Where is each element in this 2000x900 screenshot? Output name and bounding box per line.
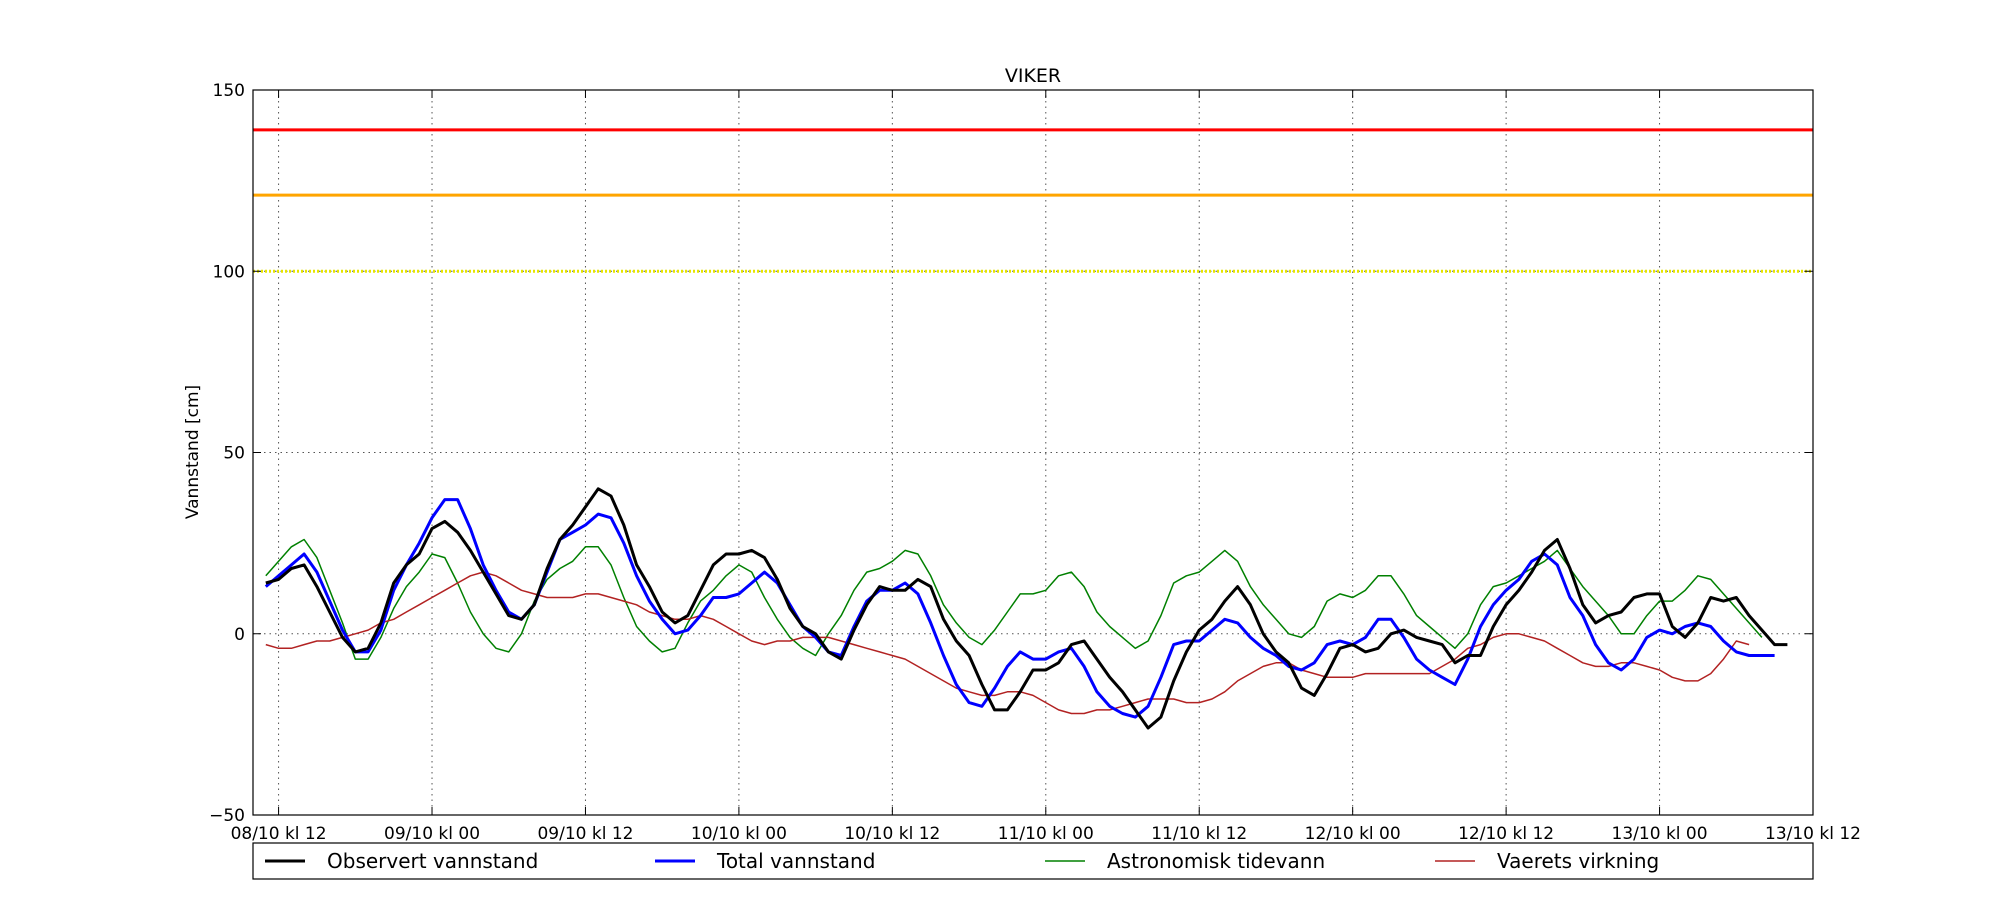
- chart-title: VIKER: [1005, 65, 1061, 87]
- series-line: [265, 538, 1763, 660]
- series-line: [265, 487, 1788, 730]
- x-tick-label: 10/10 kl 00: [691, 824, 787, 844]
- x-tick-label: 12/10 kl 00: [1305, 824, 1401, 844]
- x-axis-ticks: 08/10 kl 12 09/10 kl 00 09/10 kl 12 10/10 k…: [231, 90, 1861, 844]
- legend-label: Total vannstand: [716, 849, 875, 873]
- y-tick-label: −50: [209, 806, 245, 826]
- y-tick-label: 50: [223, 444, 245, 464]
- x-tick-label: 13/10 kl 12: [1765, 824, 1861, 844]
- legend-frame: [252, 842, 1814, 880]
- y-tick-label: 100: [213, 262, 245, 282]
- x-tick-label: 11/10 kl 00: [998, 824, 1094, 844]
- series-lines: [264, 487, 1788, 730]
- x-tick-label: 11/10 kl 12: [1151, 824, 1247, 844]
- y-axis-label: Vannstand [cm]: [183, 385, 203, 519]
- y-tick-label: 150: [213, 81, 245, 101]
- reference-lines: [253, 128, 1813, 273]
- legend-label: Vaerets virkning: [1497, 849, 1659, 873]
- legend-label: Astronomisk tidevann: [1107, 849, 1325, 873]
- legend: Observert vannstand Total vannstand Astron…: [252, 842, 1814, 880]
- x-tick-label: 09/10 kl 00: [384, 824, 480, 844]
- x-tick-label: 08/10 kl 12: [231, 824, 327, 844]
- legend-label: Observert vannstand: [327, 849, 538, 873]
- x-tick-label: 13/10 kl 00: [1612, 824, 1708, 844]
- x-tick-label: 09/10 kl 12: [537, 824, 633, 844]
- series-line: [265, 571, 1750, 715]
- x-tick-label: 10/10 kl 12: [844, 824, 940, 844]
- y-tick-label: 0: [234, 625, 245, 645]
- y-axis-ticks: −50 0 50 100 150: [209, 81, 1813, 826]
- x-tick-label: 12/10 kl 12: [1458, 824, 1554, 844]
